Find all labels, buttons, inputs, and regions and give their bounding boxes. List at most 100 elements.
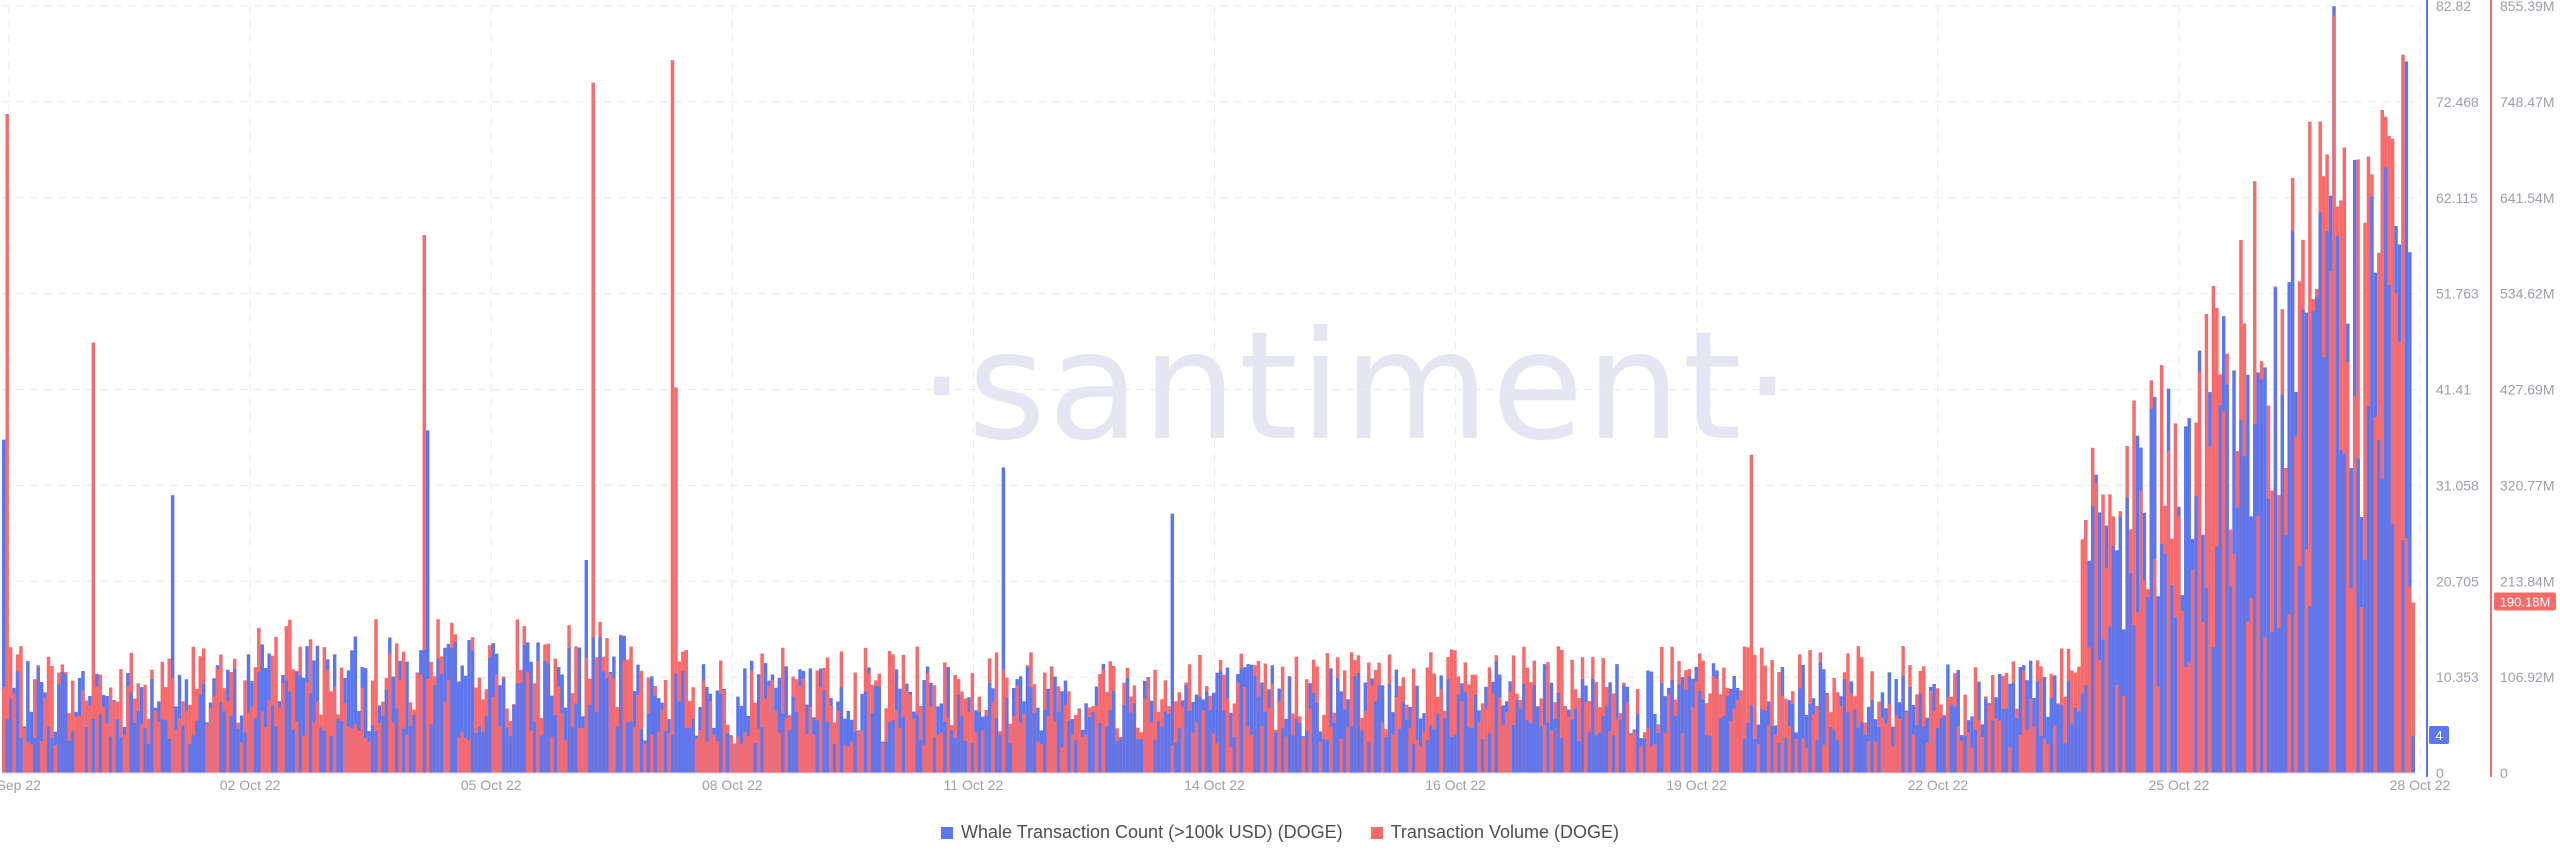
bar-volume — [1959, 740, 1964, 773]
bar-whale-count — [1384, 737, 1388, 773]
bar-whale-count — [977, 712, 981, 773]
bar-volume — [1646, 728, 1650, 773]
bar-volume — [1280, 666, 1285, 773]
bar-whale-count — [1797, 688, 1802, 773]
bar-volume — [1729, 721, 1733, 773]
bar-volume — [853, 672, 857, 773]
bar-whale-count — [432, 685, 437, 773]
bar-whale-count — [460, 665, 464, 773]
bar-whale-count — [870, 713, 875, 773]
bar-volume — [1015, 685, 1019, 773]
bar-volume — [174, 729, 178, 773]
bar-whale-count — [970, 743, 975, 773]
bar-whale-count — [1866, 706, 1871, 773]
bar-volume — [2204, 313, 2209, 773]
bar-whale-count — [181, 725, 185, 773]
bar-volume — [2039, 666, 2043, 773]
bar-volume — [1766, 725, 1771, 773]
bar-whale-count — [2097, 512, 2102, 773]
bar-whale-count — [1577, 741, 1581, 773]
bar-volume — [2156, 686, 2160, 773]
bar-whale-count — [1515, 699, 1519, 773]
chart-legend: Whale Transaction Count (>100k USD) (DOG… — [0, 822, 2560, 843]
bar-whale-count — [2063, 743, 2067, 773]
bar-whale-count — [822, 689, 826, 773]
bar-whale-count — [1984, 698, 1988, 773]
legend-item-whale-count[interactable]: Whale Transaction Count (>100k USD) (DOG… — [940, 822, 1343, 843]
bar-whale-count — [1653, 713, 1657, 773]
bar-whale-count — [1991, 720, 1995, 773]
bar-volume — [980, 730, 985, 773]
bar-whale-count — [677, 701, 682, 773]
bar-whale-count — [1970, 716, 1974, 773]
bar-whale-count — [2053, 675, 2057, 773]
bar-volume — [377, 722, 382, 773]
bar-whale-count — [439, 674, 444, 773]
bar-volume — [339, 667, 344, 773]
bar-whale-count — [5, 718, 9, 773]
bar-whale-count — [777, 677, 782, 773]
bar-volume — [1391, 734, 1395, 773]
bar-volume — [525, 672, 530, 773]
bar-volume — [1932, 711, 1936, 773]
bar-volume — [1415, 739, 1419, 773]
bar-whale-count — [236, 728, 240, 773]
bar-volume — [2232, 553, 2236, 773]
bar-volume — [1060, 747, 1064, 773]
bar-whale-count — [998, 734, 1002, 773]
legend-item-volume[interactable]: Transaction Volume (DOGE) — [1370, 822, 1620, 843]
bar-whale-count — [2246, 374, 2250, 773]
bar-volume — [1215, 743, 1219, 773]
bar-volume — [1894, 715, 1898, 773]
bar-whale-count — [1535, 706, 1540, 773]
bar-volume — [1194, 722, 1199, 773]
bar-whale-count — [2387, 284, 2391, 773]
bar-whale-count — [436, 658, 440, 773]
bar-whale-count — [1856, 727, 1861, 773]
bar-whale-count — [1949, 704, 1954, 773]
bar-volume — [2304, 549, 2309, 773]
bar-whale-count — [146, 743, 151, 773]
bar-volume — [739, 743, 744, 773]
legend-label-volume: Transaction Volume (DOGE) — [1390, 822, 1620, 842]
bar-volume — [1577, 697, 1581, 773]
bar-volume — [625, 659, 630, 773]
bar-whale-count — [1411, 743, 1416, 773]
bar-volume — [1036, 741, 1040, 773]
bar-volume — [674, 387, 678, 773]
bar-volume — [801, 678, 806, 773]
bar-whale-count — [1098, 723, 1102, 773]
bar-whale-count — [594, 712, 599, 773]
bar-whale-count — [874, 685, 878, 773]
bar-volume — [1873, 741, 1878, 773]
bar-volume — [1884, 723, 1888, 773]
bar-volume — [2032, 726, 2036, 773]
bar-whale-count — [384, 689, 389, 773]
bar-whale-count — [170, 495, 175, 773]
bar-volume — [584, 657, 589, 773]
bar-whale-count — [57, 684, 61, 773]
bar-whale-count — [2187, 418, 2191, 773]
bar-whale-count — [243, 732, 247, 773]
bar-volume — [563, 740, 568, 773]
bar-whale-count — [684, 727, 688, 773]
bar-volume — [2352, 395, 2357, 773]
bar-volume — [1270, 683, 1274, 773]
bar-volume — [1146, 678, 1150, 773]
bar-whale-count — [1463, 691, 1468, 773]
bar-volume — [363, 737, 368, 773]
bar-whale-count — [33, 737, 37, 773]
bar-whale-count — [8, 698, 13, 773]
bar-whale-count — [1377, 685, 1381, 773]
bar-whale-count — [953, 738, 957, 773]
bar-whale-count — [932, 737, 937, 773]
bar-volume — [632, 727, 637, 773]
bar-volume — [1804, 747, 1809, 773]
bar-volume — [2104, 568, 2109, 773]
bar-volume — [1542, 725, 1547, 773]
bar-volume — [1046, 716, 1050, 773]
bar-volume — [2401, 54, 2405, 774]
bar-whale-count — [1860, 722, 1864, 773]
bar-whale-count — [2008, 683, 2012, 773]
bar-whale-count — [1170, 513, 1175, 773]
